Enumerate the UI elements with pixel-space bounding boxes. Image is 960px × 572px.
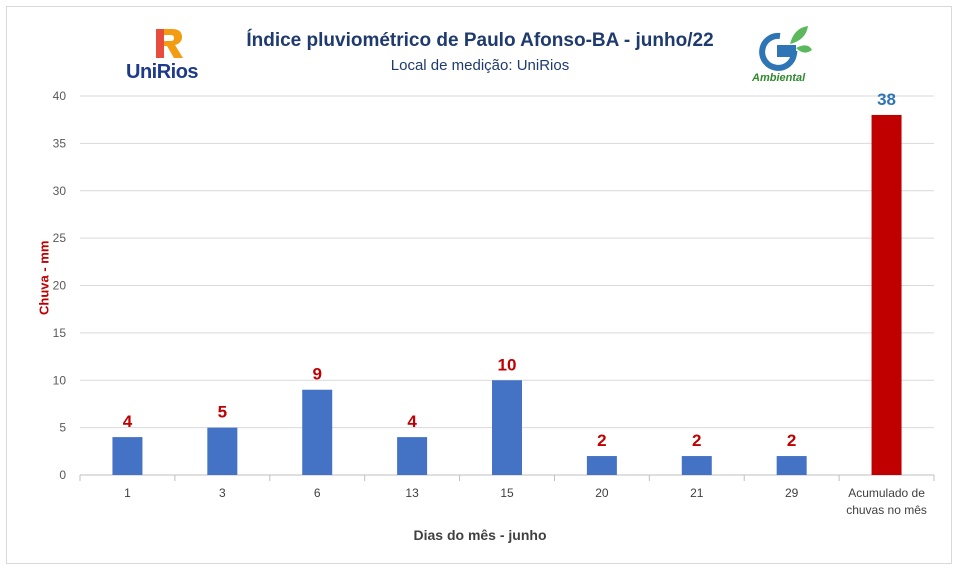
chart-subtitle: Local de medição: UniRios [390,57,570,74]
y-tick-label: 10 [53,373,67,387]
y-tick-label: 0 [59,468,66,482]
data-label: 9 [312,365,321,384]
bar [681,456,712,475]
x-tick-label: 6 [314,486,321,500]
unirios-logo: UniRios [124,26,214,86]
chart-title: Índice pluviométrico de Paulo Afonso-BA … [246,30,714,51]
x-tick-label: 3 [219,486,226,500]
data-label: 2 [787,431,796,450]
bar [112,437,143,475]
x-tick-label: chuvas no mês [846,503,927,517]
bar [207,427,238,475]
ambiental-leaf-g-icon [759,26,812,71]
ambiental-logo-text: Ambiental [752,72,806,84]
ambiental-logo: Ambiental [750,24,816,88]
data-label: 2 [597,431,606,450]
bar [586,456,617,475]
data-label: 5 [218,403,227,422]
x-tick-label: 13 [405,486,419,500]
x-tick-label: 15 [500,486,514,500]
x-tick-label: Acumulado de [848,486,925,500]
data-label: 4 [123,412,133,431]
x-tick-label: 29 [785,486,799,500]
y-tick-label: 40 [53,89,67,103]
data-label: 4 [407,412,417,431]
data-label: 2 [692,431,701,450]
data-label: 38 [877,90,896,109]
bar [871,114,902,475]
data-label: 10 [498,355,517,374]
bar [492,380,522,475]
x-tick-label: 20 [595,486,609,500]
unirios-emblem-icon [156,29,183,58]
bar [397,437,428,475]
unirios-logo-text: UniRios [126,61,199,83]
bar [302,389,333,475]
y-tick-label: 20 [53,279,67,293]
y-tick-label: 15 [53,326,67,340]
y-tick-label: 5 [59,421,66,435]
bar [776,456,807,475]
y-tick-label: 35 [53,136,67,150]
y-tick-label: 30 [53,184,67,198]
x-tick-label: 21 [690,486,704,500]
y-tick-label: 25 [53,231,67,245]
x-tick-label: 1 [124,486,131,500]
x-axis-label: Dias do mês - junho [413,527,547,543]
